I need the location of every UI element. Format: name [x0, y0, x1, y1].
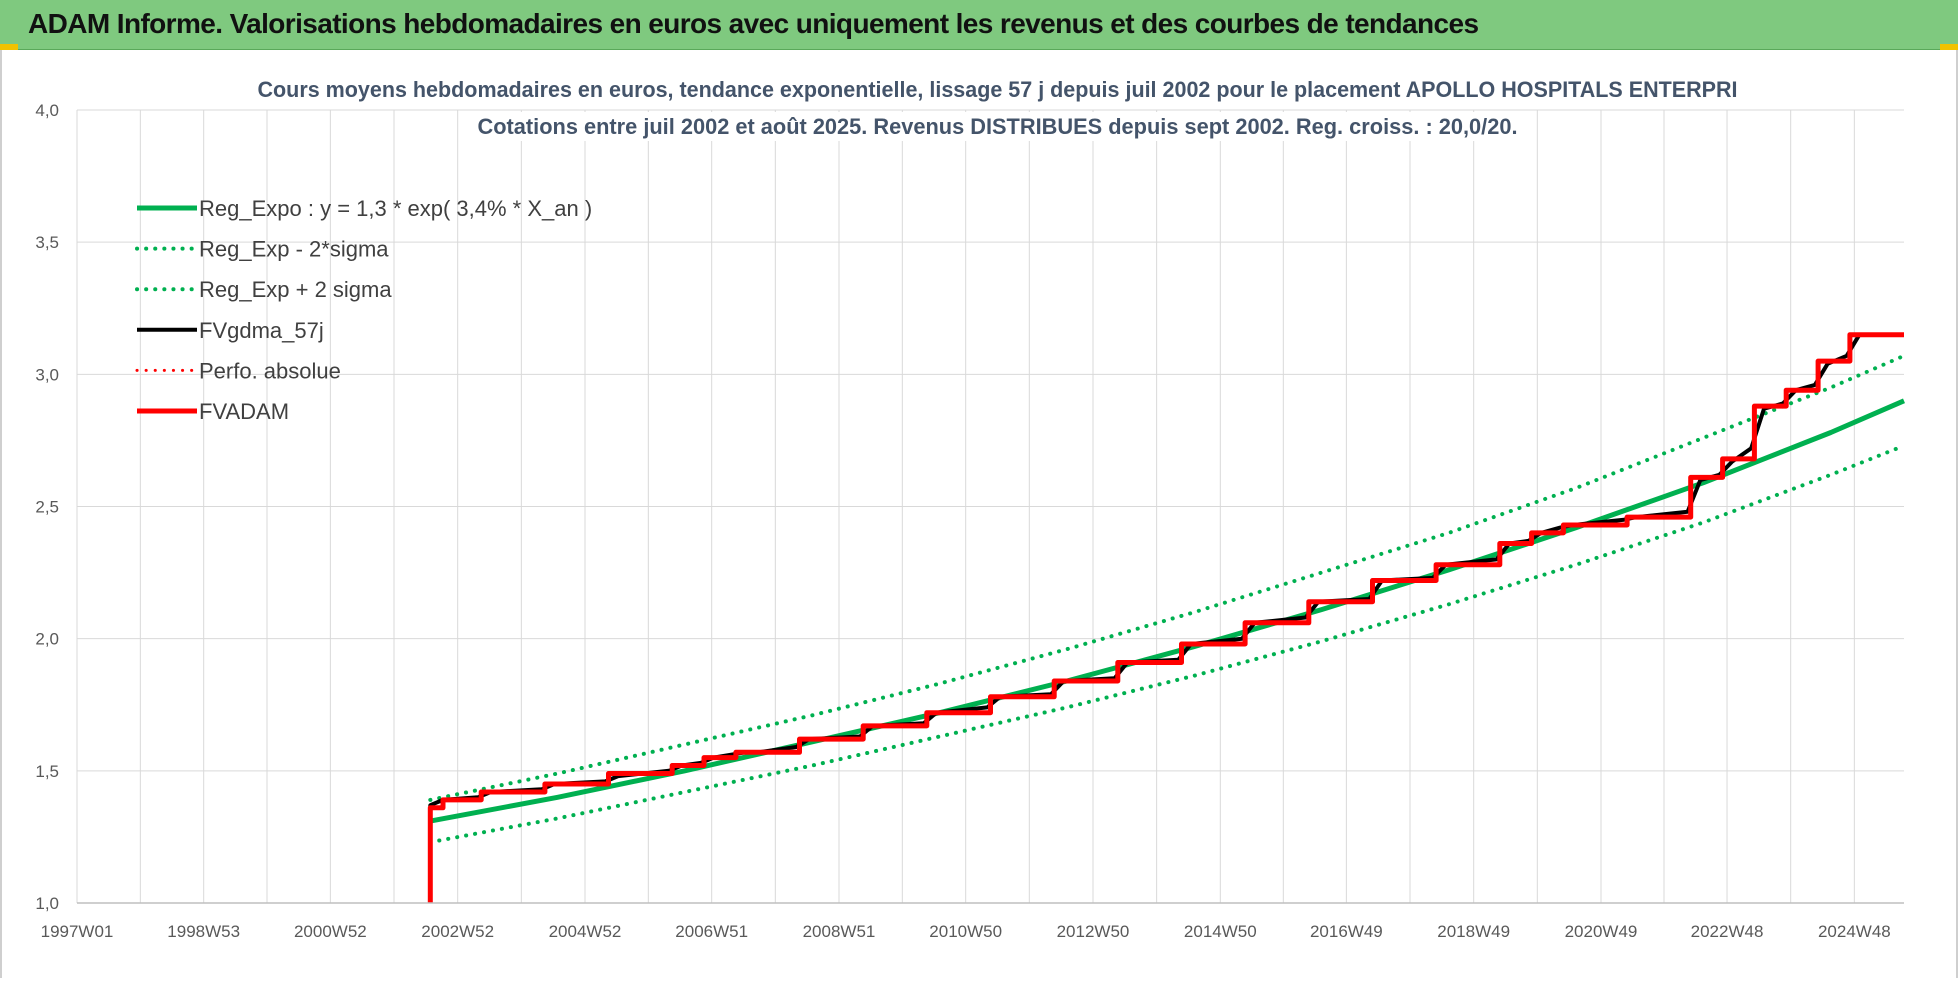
page-title: ADAM Informe. Valorisations hebdomadaire… — [28, 8, 1479, 39]
series-line-reg-exp-2-sigma — [428, 443, 1906, 845]
x-tick-label: 2012W50 — [1057, 922, 1130, 941]
y-tick-label: 4,0 — [35, 101, 59, 120]
header-bar: ADAM Informe. Valorisations hebdomadaire… — [0, 0, 1958, 50]
legend-label: FVgdma_57j — [199, 318, 324, 343]
x-tick-label: 2020W49 — [1565, 922, 1638, 941]
x-tick-label: 2006W51 — [675, 922, 748, 941]
chart-title-line: Cours moyens hebdomadaires en euros, ten… — [258, 77, 1738, 102]
chart-title-bg — [467, 112, 1528, 141]
x-tick-label: 2000W52 — [294, 922, 367, 941]
legend-label: Reg_Expo : y = 1,3 * exp( 3,4% * X_an ) — [199, 196, 592, 221]
y-tick-label: 3,0 — [35, 365, 59, 384]
legend-label: Reg_Exp + 2 sigma — [199, 277, 392, 302]
series-line-reg-expo-y-1-3-exp-3-4-x-an — [429, 398, 1905, 824]
legend-label: Reg_Exp - 2*sigma — [199, 237, 389, 262]
legend: Reg_Expo : y = 1,3 * exp( 3,4% * X_an ) R… — [135, 196, 592, 424]
corner-marker-left — [0, 44, 18, 50]
y-tick-label: 3,5 — [35, 233, 59, 252]
x-tick-label: 2024W48 — [1818, 922, 1891, 941]
series-layer — [427, 332, 1906, 903]
x-tick-label: 2008W51 — [803, 922, 876, 941]
series-line-reg-exp-2-sigma — [428, 353, 1906, 802]
series-line-fvgdma-57j — [428, 332, 1904, 903]
y-tick-label: 2,5 — [35, 498, 59, 517]
line-chart: 1,0 1,5 2,0 2,5 3,0 3,5 4,0 1997W01 1998W53 2000W… — [35, 75, 1906, 941]
x-tick-label: 2014W50 — [1184, 922, 1257, 941]
x-tick-label: 2022W48 — [1691, 922, 1764, 941]
y-tick-label: 1,5 — [35, 762, 59, 781]
series-line-fvadam — [427, 332, 1904, 903]
x-tick-label: 2018W49 — [1437, 922, 1510, 941]
legend-label: FVADAM — [199, 399, 289, 424]
grid — [76, 109, 1904, 904]
x-tick-label: 2002W52 — [421, 922, 494, 941]
x-tick-label: 1997W01 — [41, 922, 114, 941]
x-tick-label: 2004W52 — [549, 922, 622, 941]
x-tick-label: 2016W49 — [1310, 922, 1383, 941]
y-tick-label: 1,0 — [35, 894, 59, 913]
corner-marker-right — [1940, 44, 1958, 50]
chart-title: Cours moyens hebdomadaires en euros, ten… — [247, 75, 1748, 141]
chart-area: 1,0 1,5 2,0 2,5 3,0 3,5 4,0 1997W01 1998W53 2000W… — [0, 50, 1958, 978]
axes: 1,0 1,5 2,0 2,5 3,0 3,5 4,0 1997W01 1998W53 2000W… — [35, 101, 1904, 941]
chart-title-line: Cotations entre juil 2002 et août 2025. … — [478, 114, 1518, 139]
chart-title-bg — [247, 75, 1748, 104]
y-tick-label: 2,0 — [35, 630, 59, 649]
x-tick-label: 2010W50 — [929, 922, 1002, 941]
x-tick-label: 1998W53 — [167, 922, 240, 941]
legend-label: Perfo. absolue — [199, 358, 341, 383]
